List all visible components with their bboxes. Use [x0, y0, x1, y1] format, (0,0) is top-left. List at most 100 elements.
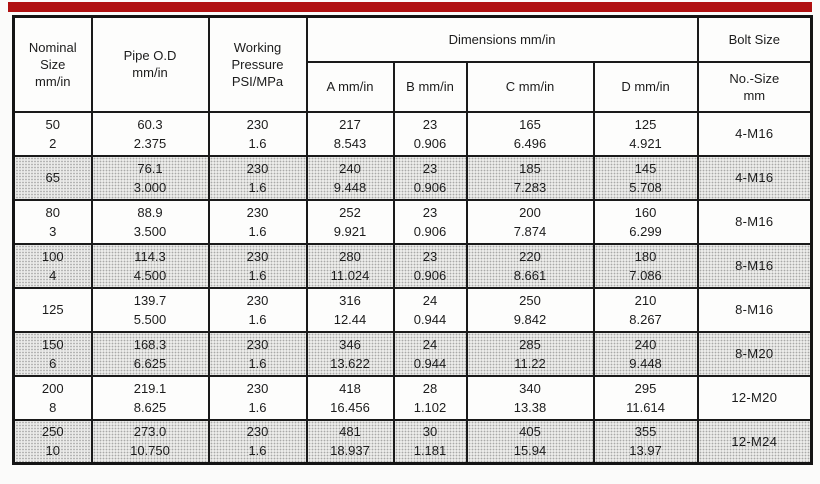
value-line: 180 — [634, 248, 657, 264]
cell-pipe_od: 76.1 3.000 — [90, 154, 210, 201]
header-line: Pressure — [231, 56, 284, 72]
value-line: 88.9 — [137, 204, 163, 220]
cell-c: 200 7.874 — [465, 198, 595, 245]
value-line: 405 — [519, 424, 541, 440]
header-dim-d: D mm/in — [592, 60, 699, 113]
header-dim-c: C mm/in — [465, 60, 595, 113]
value-line: 7.086 — [629, 267, 662, 283]
value-line: 9.448 — [629, 355, 662, 371]
cell-pipe_od: 139.7 5.500 — [90, 286, 210, 333]
cell-d: 180 7.086 — [592, 242, 699, 289]
value-line: 13.97 — [629, 443, 662, 459]
header-line: mm — [743, 87, 766, 103]
value-line: 340 — [519, 380, 541, 396]
cell-nominal: 80 3 — [12, 198, 93, 245]
value-line: 273.0 — [133, 424, 167, 440]
cell-nominal: 250 10 — [12, 418, 93, 465]
value-line: 240 — [339, 160, 361, 176]
cell-nominal: 150 6 — [12, 330, 93, 377]
value-line: 24 — [422, 336, 438, 352]
value-line: 50 — [45, 116, 60, 132]
value-line: 18.937 — [330, 443, 370, 459]
header-line: mm/in — [35, 73, 71, 89]
header-line: Size — [40, 56, 66, 72]
value-line: 100 — [41, 248, 64, 264]
cell-b: 23 0.906 — [392, 242, 468, 289]
value-line: 13.38 — [513, 399, 547, 415]
table-row: 50 2 60.3 2.375 230 1.6 217 8.543 23 0.906 165 6.49… — [12, 110, 813, 157]
value-line: 285 — [519, 336, 541, 352]
cell-pressure: 230 1.6 — [207, 330, 308, 377]
cell-pipe_od: 114.3 4.500 — [90, 242, 210, 289]
header-bolt-size: Bolt Size — [696, 15, 813, 63]
value-line: 230 — [246, 380, 269, 396]
cell-nominal: 100 4 — [12, 242, 93, 289]
value-line: 4.921 — [629, 135, 662, 151]
value-line: 168.3 — [133, 336, 167, 352]
value-line: 418 — [339, 380, 361, 396]
header-line: PSI/MPa — [231, 73, 284, 89]
cell-pressure: 230 1.6 — [207, 286, 308, 333]
value-line: 150 — [41, 336, 64, 352]
value-line: 10.750 — [130, 443, 170, 459]
header-line: No.-Size — [729, 70, 780, 86]
value-line: 80 — [45, 204, 60, 220]
cell-pipe_od: 168.3 6.625 — [90, 330, 210, 377]
value-line: 11.614 — [626, 399, 665, 415]
value-line: 0.906 — [413, 267, 447, 283]
cell-c: 165 6.496 — [465, 110, 595, 157]
value-line: 5.708 — [629, 179, 662, 195]
value-line: 2 — [49, 135, 57, 151]
value-line: 8 — [49, 399, 57, 415]
value-line: 8.661 — [513, 267, 547, 283]
cell-b: 23 0.906 — [392, 110, 468, 157]
value-line: 12.44 — [333, 311, 367, 327]
value-line: 200 — [41, 380, 64, 396]
cell-a: 280 11.024 — [305, 242, 395, 289]
value-line: 1.6 — [248, 223, 267, 239]
cell-c: 405 15.94 — [465, 418, 595, 465]
header-working-pressure: Working Pressure PSI/MPa — [207, 15, 308, 113]
value-line: 1.6 — [248, 443, 267, 459]
value-line: 230 — [246, 116, 269, 132]
value-line: 114.3 — [134, 248, 166, 264]
value-line: 3.000 — [133, 179, 167, 195]
value-line: 230 — [246, 336, 269, 352]
value-line: 0.944 — [413, 311, 447, 327]
value-line: 139.7 — [133, 292, 167, 308]
value-line: 230 — [246, 424, 269, 440]
cell-a: 418 16.456 — [305, 374, 395, 421]
header-nominal-size: Nominal Size mm/in — [12, 15, 93, 113]
cell-b: 28 1.102 — [392, 374, 468, 421]
cell-b: 23 0.906 — [392, 198, 468, 245]
value-line: 23 — [422, 204, 438, 220]
table-row: 200 8 219.1 8.625 230 1.6 418 16.456 28 1.102 340 1… — [12, 374, 813, 421]
cell-c: 340 13.38 — [465, 374, 595, 421]
value-line: 125 — [634, 116, 657, 132]
header-line: Nominal — [28, 39, 77, 55]
cell-pipe_od: 273.0 10.750 — [90, 418, 210, 465]
value-line: 200 — [519, 204, 541, 220]
value-line: 1.6 — [248, 135, 267, 151]
value-line: 10 — [45, 443, 60, 459]
cell-pipe_od: 88.9 3.500 — [90, 198, 210, 245]
value-line: 1.6 — [248, 399, 267, 415]
value-line: 3 — [49, 223, 57, 239]
cell-nominal: 200 8 — [12, 374, 93, 421]
header-pipe-od: Pipe O.D mm/in — [90, 15, 210, 113]
table-row: 100 4 114.3 4.500 230 1.6 280 11.024 23 0.906 220 8… — [12, 242, 813, 289]
value-line: 23 — [422, 116, 438, 132]
cell-pressure: 230 1.6 — [207, 198, 308, 245]
header-dimensions: Dimensions mm/in — [305, 15, 699, 63]
value-line: 250 — [41, 424, 64, 440]
value-line: 185 — [519, 160, 541, 176]
cell-pressure: 230 1.6 — [207, 374, 308, 421]
table-row: 65 76.1 3.000 230 1.6 240 9.448 23 0.906 185 7.283… — [12, 154, 813, 201]
cell-c: 220 8.661 — [465, 242, 595, 289]
value-line: 6.625 — [133, 355, 167, 371]
value-line: 1.181 — [413, 443, 447, 459]
cell-nominal: 125 — [12, 286, 93, 333]
value-line: 6.299 — [629, 223, 662, 239]
value-line: 217 — [339, 116, 361, 132]
value-line: 165 — [519, 116, 541, 132]
